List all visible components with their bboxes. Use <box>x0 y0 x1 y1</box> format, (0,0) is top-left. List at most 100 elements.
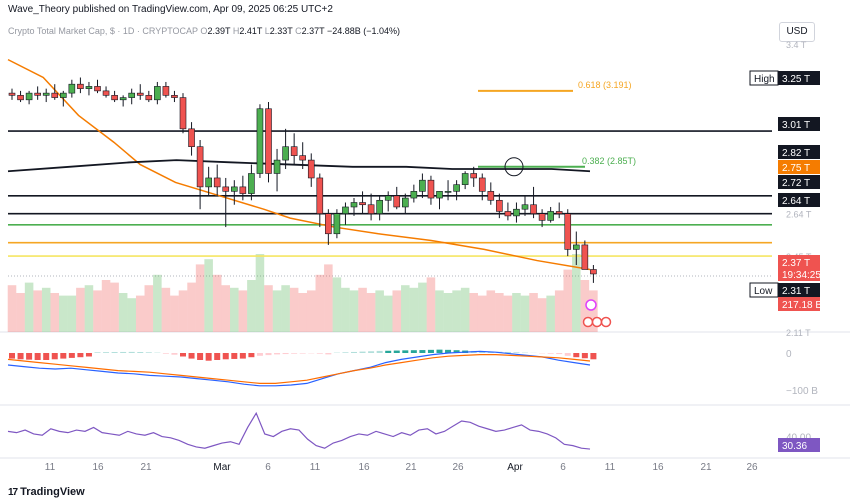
price-tag-caption: High <box>754 74 775 85</box>
volume-bar <box>221 285 231 332</box>
macd-histogram-bar <box>427 349 434 353</box>
candle-body <box>547 211 554 221</box>
volume-bar <box>41 287 51 332</box>
price-tag-value: 2.31 T <box>782 286 810 297</box>
candle-body <box>436 191 443 199</box>
volume-bar <box>118 293 128 332</box>
macd-histogram-bar <box>376 350 383 353</box>
currency-button[interactable]: USD <box>779 22 815 42</box>
volume-bar <box>546 295 555 332</box>
macd-histogram-bar <box>231 353 238 359</box>
tradingview-logo-icon: 17 <box>8 487 18 498</box>
macd-histogram-bar <box>180 353 186 357</box>
x-axis-tick-label: 21 <box>405 462 417 473</box>
candle-body <box>564 213 572 250</box>
macd-histogram-bar <box>590 353 597 360</box>
macd-histogram-bar <box>504 351 511 353</box>
volume-bar <box>212 274 222 332</box>
candle-body <box>154 86 161 101</box>
close-value: 2.37T <box>301 26 325 36</box>
candle-body <box>248 173 255 194</box>
candle-body <box>273 159 281 174</box>
event-icon <box>582 316 594 328</box>
macd-histogram-bar <box>34 353 41 360</box>
price-tag-box <box>778 145 820 159</box>
candle-body <box>376 199 383 214</box>
macd-histogram-bar <box>282 353 289 355</box>
macd-histogram-bar <box>248 353 255 358</box>
price-tick-label: 2.11 T <box>786 328 811 338</box>
close-label: C <box>295 26 302 36</box>
candle-body <box>496 199 503 212</box>
candle-body <box>51 92 59 98</box>
volume-bar <box>315 274 325 332</box>
volume-bar <box>153 274 162 332</box>
price-tag-value: 19:34:25 <box>782 270 821 281</box>
candle-body <box>590 269 597 275</box>
candle-body <box>555 211 563 214</box>
macd-histogram-bar <box>68 353 75 358</box>
publisher-line: Wave_Theory published on TradingView.com… <box>8 4 333 15</box>
macd-axis-label: 0 <box>786 349 792 360</box>
change-value: −24.88B (−1.04%) <box>326 26 401 36</box>
macd-histogram-bar <box>274 353 281 355</box>
candle-body <box>136 92 144 96</box>
volume-bar <box>486 290 496 332</box>
volume-bar <box>520 295 530 332</box>
volume-bar <box>512 293 521 332</box>
macd-histogram-bar <box>316 353 323 354</box>
macd-histogram-bar <box>214 353 221 360</box>
candle-body <box>307 159 315 179</box>
symbol-name: Crypto Total Market Cap, $ · 1D · CRYPTO… <box>8 26 198 36</box>
lightning-icon <box>585 299 597 311</box>
candle-body <box>290 146 298 156</box>
volume-bar <box>537 298 547 332</box>
macd-histogram-bar <box>445 349 452 353</box>
candle-body <box>59 92 67 98</box>
macd-histogram-bar <box>256 353 263 356</box>
candle-body <box>8 92 16 96</box>
crossover-circle <box>504 157 524 177</box>
macd-histogram-bar <box>205 353 212 361</box>
macd-signal-line <box>7 354 591 384</box>
x-axis-tick-label: 16 <box>92 462 104 473</box>
volume-bar <box>289 287 299 332</box>
macd-histogram-bar <box>419 350 426 353</box>
macd-histogram-bar <box>9 353 15 359</box>
volume-bar <box>563 269 573 332</box>
volume-bar <box>33 290 42 332</box>
tradingview-brand: 17 TradingView <box>8 486 85 498</box>
price-tag-value: 3.01 T <box>782 120 810 131</box>
macd-histogram-bar <box>547 353 554 354</box>
macd-histogram-bar <box>60 353 67 359</box>
volume-bar <box>366 293 376 332</box>
macd-histogram-bar <box>564 353 571 356</box>
high-value: 2.41T <box>239 26 263 36</box>
volume-bar <box>503 295 513 332</box>
volume-bar <box>409 287 419 332</box>
macd-histogram-bar <box>120 351 127 353</box>
candle-body <box>444 191 452 193</box>
volume-bar <box>144 285 154 332</box>
volume-bar <box>67 295 77 332</box>
candle-body <box>265 108 272 174</box>
macd-line <box>7 350 591 387</box>
candle-body <box>538 213 546 221</box>
high-label: H <box>232 26 240 36</box>
price-tag-box <box>778 160 820 174</box>
macd-histogram-bar <box>111 352 118 353</box>
x-axis-tick-label: 11 <box>45 462 56 473</box>
event-icon <box>600 316 612 328</box>
candle-body <box>401 197 409 208</box>
macd-histogram-bar <box>556 353 563 355</box>
volume-bar <box>460 287 470 332</box>
x-axis-tick-label: 21 <box>140 462 152 473</box>
volume-bar <box>7 285 17 332</box>
volume-bar <box>281 285 290 332</box>
price-tag-box <box>778 193 820 207</box>
rsi-value-tag <box>778 438 820 452</box>
x-axis-tick-label: 26 <box>452 462 464 473</box>
volume-bar <box>554 290 564 332</box>
price-tag-box <box>778 255 820 269</box>
